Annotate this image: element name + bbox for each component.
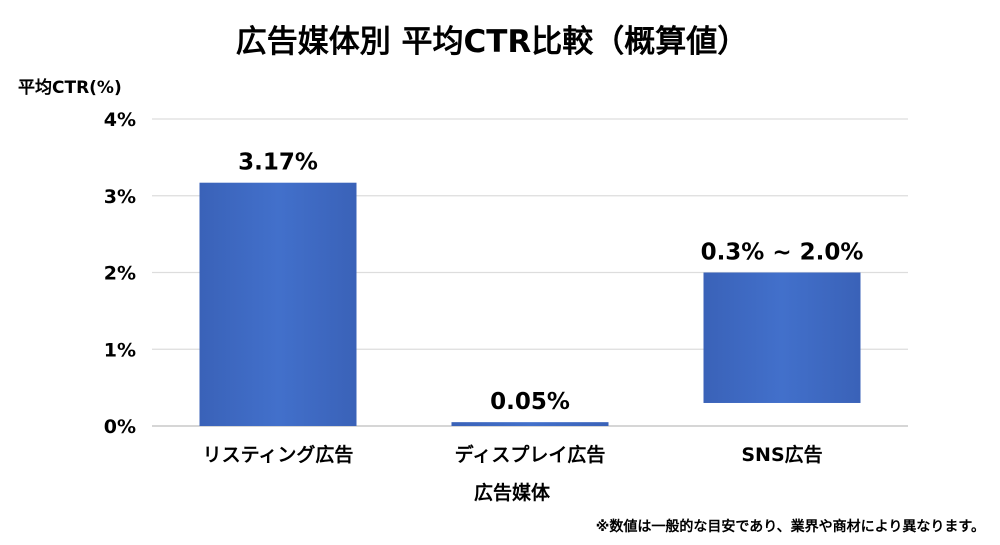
bars: [199, 182, 861, 426]
footnote: ※数値は一般的な目安であり、業界や商材により異なります。: [596, 518, 985, 535]
data-label: 0.05%: [490, 389, 570, 415]
bar: [703, 272, 861, 403]
category-label: SNS広告: [741, 443, 822, 466]
x-axis-label: 広告媒体: [474, 481, 551, 504]
chart-title: 広告媒体別 平均CTR比較（概算値）: [236, 24, 749, 60]
y-axis-label: 平均CTR(%): [18, 77, 122, 98]
data-label: 3.17%: [238, 150, 318, 176]
y-tick-label: 1%: [104, 339, 136, 361]
data-label: 0.3% ~ 2.0%: [701, 240, 864, 266]
bar: [451, 422, 609, 426]
y-tick-label: 0%: [104, 416, 136, 438]
category-label: ディスプレイ広告: [455, 443, 606, 466]
y-tick-label: 4%: [104, 109, 136, 131]
data-labels: 3.17% 0.05% 0.3% ~ 2.0%: [238, 150, 863, 415]
y-tick-label: 2%: [104, 263, 136, 285]
category-label: リスティング広告: [203, 443, 354, 466]
bar: [199, 182, 357, 426]
y-tick-label: 3%: [104, 186, 136, 208]
category-labels: リスティング広告 ディスプレイ広告 SNS広告: [203, 443, 823, 466]
y-axis-ticks: 0% 1% 2% 3% 4%: [104, 109, 136, 438]
